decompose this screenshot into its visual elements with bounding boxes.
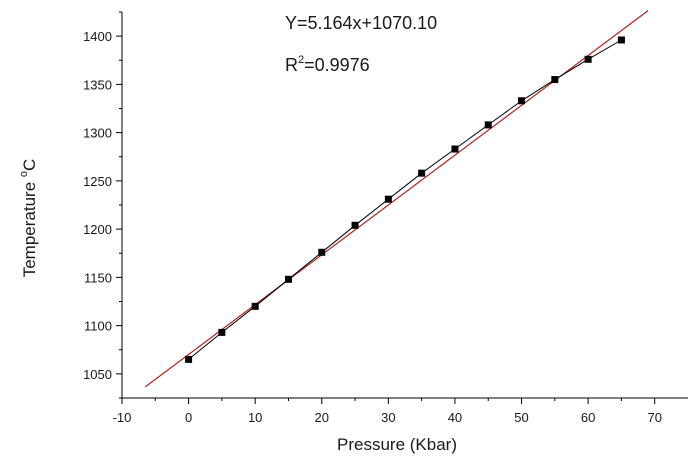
y-tick-label: 1150: [84, 270, 112, 285]
series-line: [188, 39, 622, 360]
x-tick-label: -10: [113, 410, 132, 425]
y-tick-label: 1350: [83, 77, 112, 92]
data-point: [551, 76, 559, 84]
data-point: [584, 55, 592, 63]
x-tick-label: 70: [647, 410, 661, 425]
y-tick-label: 1300: [83, 126, 112, 141]
x-tick-label: 40: [448, 410, 462, 425]
data-point: [418, 169, 426, 177]
data-point: [351, 221, 359, 229]
y-axis-title: Temperature oC: [18, 159, 39, 278]
fit-equation: Y=5.164x+1070.10: [285, 13, 437, 33]
data-point: [484, 121, 492, 129]
y-axis-title-base: Temperature: [20, 177, 39, 277]
data-point: [185, 355, 193, 363]
data-point: [617, 36, 625, 44]
data-point: [218, 328, 226, 336]
y-tick-label: 1200: [83, 222, 112, 237]
r-squared-sup: 2: [298, 54, 304, 66]
data-point: [251, 302, 259, 310]
x-axis-title: Pressure (Kbar): [337, 435, 457, 454]
y-axis-title-tail: C: [20, 159, 39, 171]
data-point: [518, 97, 526, 105]
y-tick-label: 1050: [83, 367, 112, 382]
y-tick-label: 1400: [83, 29, 112, 44]
y-axis-title-sup: o: [18, 171, 30, 177]
r-squared-base: R: [285, 55, 298, 75]
x-tick-label: 30: [381, 410, 395, 425]
data-point: [318, 248, 326, 256]
x-tick-label: 0: [185, 410, 192, 425]
x-tick-label: 50: [514, 410, 528, 425]
y-tick-label: 1250: [83, 174, 112, 189]
data-point: [384, 195, 392, 203]
r-squared: R2=0.9976: [285, 54, 370, 75]
r-squared-value: =0.9976: [304, 55, 370, 75]
series-group: [185, 36, 625, 363]
ticks: -10 0 10 20 30 40 50 60 70 1050 1100 1150 1200 1250 13…: [83, 11, 662, 425]
x-tick-label: 10: [248, 410, 262, 425]
y-tick-label: 1100: [84, 319, 112, 334]
data-point: [451, 145, 459, 153]
x-tick-label: 20: [315, 410, 329, 425]
data-point: [284, 275, 292, 283]
x-tick-label: 60: [581, 410, 595, 425]
